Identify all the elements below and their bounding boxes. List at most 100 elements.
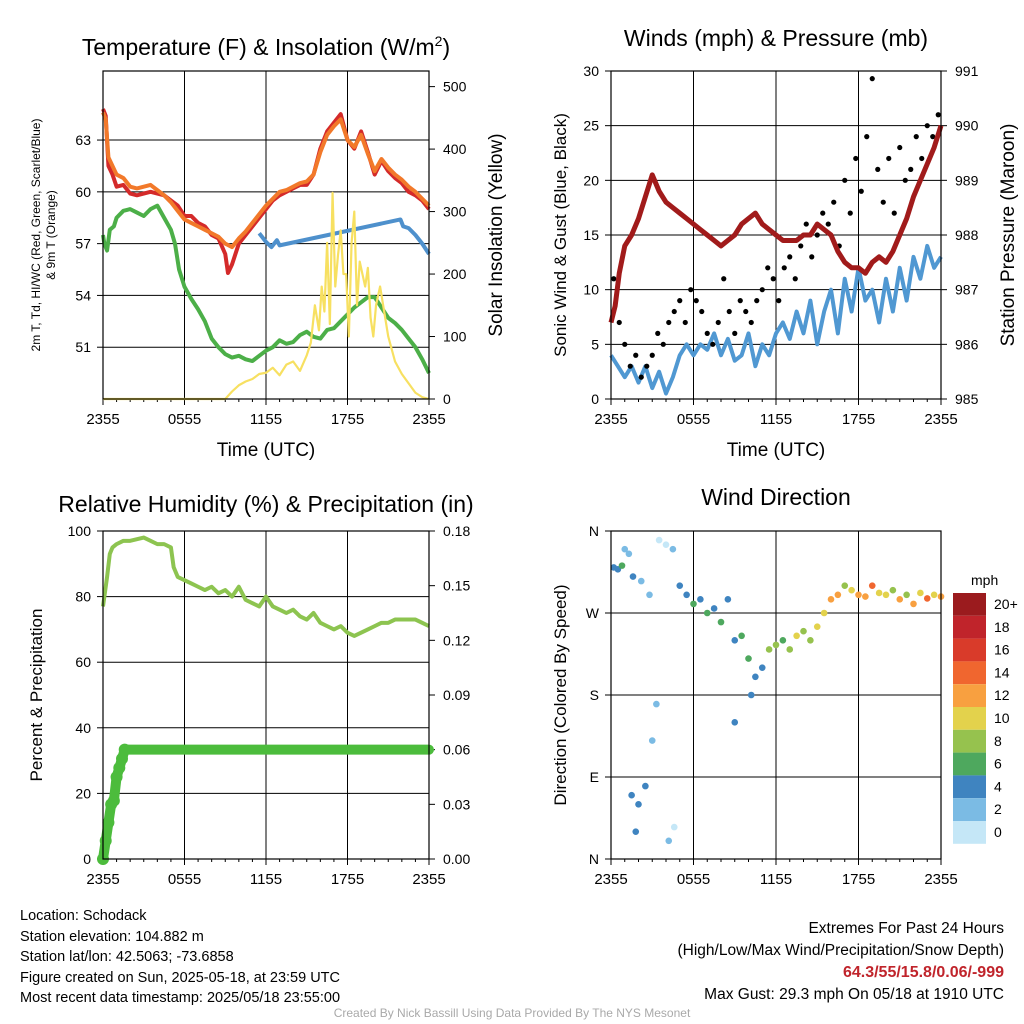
wind-direction-point: [710, 605, 718, 612]
x-tick-label: 2355: [412, 411, 445, 428]
wind-direction-point: [665, 837, 673, 845]
wind-direction-point: [827, 596, 835, 603]
wind-direction-point: [632, 828, 640, 835]
wind-direction-point: [889, 586, 897, 594]
precip-point: [102, 816, 115, 829]
y-axis-label: Sonic Wind & Gust (Blue, Black): [551, 113, 570, 357]
gust-point: [699, 308, 705, 315]
gust-point: [732, 330, 738, 336]
sonic-wind-line: [609, 243, 943, 396]
colorbar-title: mph: [971, 572, 998, 588]
wind-direction-point: [731, 719, 739, 726]
colorbar-label: 0: [994, 824, 1002, 840]
extremes-legend: (High/Low/Max Wind/Precipitation/Snow De…: [677, 942, 1005, 959]
gust-point: [622, 341, 628, 347]
gust-point: [908, 166, 914, 172]
gust-point: [710, 341, 716, 347]
wind-direction-point: [629, 573, 637, 580]
plot-frame: [610, 530, 942, 860]
colorbar-label: 16: [994, 642, 1010, 658]
y-tick-label: 40: [75, 720, 91, 736]
gust-point: [891, 210, 897, 216]
wind-direction-point: [800, 627, 807, 635]
gust-point: [858, 188, 864, 194]
y-right-tick-label: 0.06: [443, 742, 470, 758]
y-tick-label: 80: [75, 589, 91, 605]
gust-point: [897, 144, 903, 151]
colorbar-swatch: [953, 661, 986, 685]
x-tick-label: 1755: [842, 411, 875, 428]
colorbar-label: 18: [994, 619, 1010, 635]
y-right-tick-label: 100: [443, 329, 467, 345]
y-right-tick-label: 0.15: [443, 578, 470, 594]
wind-direction-point: [786, 646, 794, 653]
gust-point: [616, 319, 622, 326]
rh-line: [101, 535, 430, 638]
gust-point: [765, 265, 771, 271]
9m-t-line: [101, 111, 431, 250]
gust-point: [638, 374, 644, 380]
wind-direction-point: [621, 545, 629, 553]
colorbar-swatch: [953, 615, 986, 639]
chart-title: Relative Humidity (%) & Precipitation (i…: [58, 491, 473, 517]
gust-point: [644, 363, 650, 369]
y-tick-label: 60: [75, 184, 91, 200]
x-tick-label: 2355: [594, 411, 627, 428]
colorbar-swatch: [953, 707, 986, 730]
precip-point: [107, 794, 120, 807]
y-right-tick-label: 986: [955, 336, 979, 352]
gust-point: [748, 319, 754, 326]
wind-direction-point: [655, 536, 663, 544]
gust-point: [627, 363, 633, 369]
solar-insolation-line: [103, 191, 430, 401]
colorbar-swatch: [953, 798, 986, 821]
wind-direction-point: [875, 589, 883, 597]
y-right-tick-label: 0.18: [443, 523, 470, 539]
y-tick-label: S: [590, 687, 599, 703]
gust-point: [809, 254, 815, 260]
gust-point: [842, 177, 848, 183]
precip-point: [116, 752, 129, 765]
colorbar-swatch: [953, 729, 986, 753]
wind-direction-point: [669, 545, 677, 553]
x-tick-label: 2355: [412, 871, 445, 888]
wind-direction-point: [862, 593, 869, 600]
y-tick-label: 15: [583, 227, 599, 243]
precip-point: [99, 834, 112, 847]
gust-point: [715, 319, 721, 326]
y-tick-label: 54: [75, 287, 91, 303]
colorbar-label: 8: [994, 733, 1002, 749]
wind-direction-point: [703, 609, 711, 617]
gust-point: [864, 134, 870, 140]
y-right-axis-label: Solar Insolation (Yellow): [486, 133, 507, 336]
gust-point: [666, 319, 672, 326]
y-right-tick-label: 500: [443, 79, 467, 95]
x-tick-label: 2355: [594, 871, 627, 888]
gust-point: [853, 155, 859, 162]
x-tick-label: 1155: [250, 871, 282, 888]
gust-point: [693, 298, 699, 304]
plot-frame: [610, 70, 942, 400]
gust-point: [737, 298, 743, 304]
gust-point: [803, 221, 809, 227]
wind-direction-point: [765, 646, 773, 653]
wind-direction-point: [834, 591, 842, 599]
gust-point: [770, 276, 776, 282]
wind-direction-point: [648, 737, 656, 744]
wind-direction-point: [646, 591, 653, 599]
wind-direction-point: [841, 582, 849, 589]
y-tick-label: N: [589, 523, 599, 539]
wind-direction-point: [910, 600, 917, 608]
y-right-tick-label: 300: [443, 204, 467, 220]
gust-point: [633, 352, 639, 358]
x-tick-label: 1155: [250, 411, 282, 428]
gust-point: [880, 199, 886, 205]
y-right-tick-label: 400: [443, 141, 467, 157]
gust-point: [781, 265, 787, 271]
gust-point: [721, 276, 727, 282]
gust-point: [913, 134, 919, 140]
y-right-tick-label: 988: [955, 227, 979, 243]
wind-direction-point: [747, 691, 755, 699]
wind-direction-point: [923, 595, 931, 602]
gust-point: [776, 298, 782, 304]
